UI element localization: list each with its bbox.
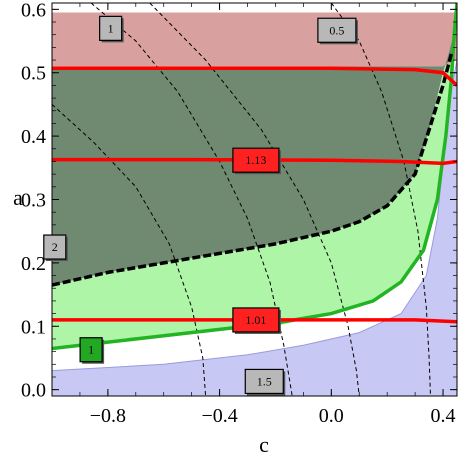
green-boundary-line <box>52 3 457 351</box>
y-tick-label: 0.4 <box>21 126 46 148</box>
x-tick-label: −0.4 <box>201 405 237 427</box>
tag-box <box>232 307 280 333</box>
dashed-contour-1.5 <box>149 3 360 396</box>
x-tick-label: 0.4 <box>431 405 456 427</box>
contour-tag-1: 1 <box>99 15 124 43</box>
tag-label: 1.5 <box>257 374 272 388</box>
x-tick-label: 0.0 <box>319 405 344 427</box>
blue-region <box>52 59 457 396</box>
tag-box <box>79 337 103 363</box>
x-tick-label: −0.8 <box>90 405 126 427</box>
y-tick-label: 0.0 <box>21 380 46 402</box>
contour-lines <box>52 3 457 396</box>
dashed-contour-0.5 <box>330 3 431 396</box>
contour-tag-1: 1 <box>79 337 105 364</box>
tag-box <box>317 17 357 43</box>
y-tick-label: 0.1 <box>21 316 46 338</box>
y-tick-label: 0.2 <box>21 253 46 275</box>
tag-box <box>232 147 280 173</box>
y-axis-title: a <box>13 185 23 210</box>
shaded-regions <box>52 3 457 396</box>
tag-label: 1.01 <box>245 313 266 327</box>
y-tick-label: 0.6 <box>21 0 46 21</box>
tag-box <box>244 368 284 395</box>
tag-label: 1.13 <box>245 153 266 167</box>
contour-tags: 1 0.5 1.13 2 1.01 1 1.5 <box>43 15 358 396</box>
y-tick-label: 0.3 <box>21 190 46 212</box>
tag-label: 2 <box>52 240 58 254</box>
tag-label: 1 <box>88 343 94 357</box>
contour-tag-1.13: 1.13 <box>232 147 281 175</box>
contour-tag-1.01: 1.01 <box>232 307 281 334</box>
contour-tag-0.5: 0.5 <box>317 17 358 45</box>
axis-ticks: −0.8 −0.4 0.0 0.4 0.0 0.1 0.2 0.3 0.4 0.5 0.6 <box>21 0 457 427</box>
red-contour-1.01 <box>52 318 457 324</box>
red-contour-top <box>52 66 457 87</box>
tag-box <box>43 234 67 260</box>
dashed-boundary-line <box>52 53 454 287</box>
tag-label: 1 <box>108 21 114 35</box>
dashed-contour-2 <box>52 104 207 396</box>
y-tick-label: 0.5 <box>21 63 46 85</box>
red-contour-1.13 <box>52 157 457 166</box>
contour-tag-1.5: 1.5 <box>244 368 286 396</box>
tag-box <box>99 15 123 41</box>
tag-label: 0.5 <box>329 23 344 37</box>
light-green-region <box>52 3 457 349</box>
x-axis-title: c <box>259 432 269 457</box>
contour-tag-2: 2 <box>43 234 68 262</box>
